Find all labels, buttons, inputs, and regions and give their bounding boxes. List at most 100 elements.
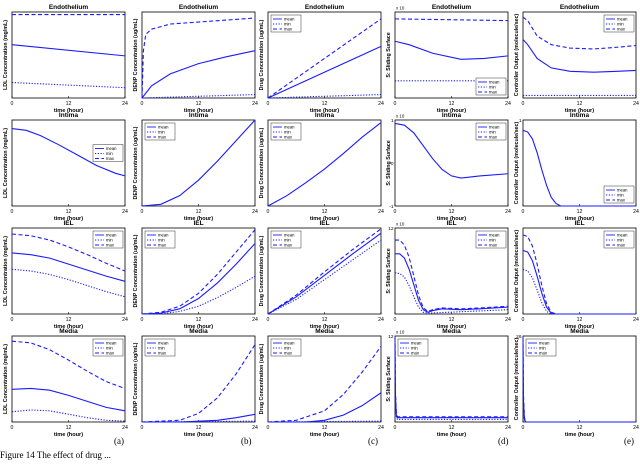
y-tick-label: 1 [519,118,522,124]
series-line-min [394,272,509,314]
panel-title: Intima [442,112,462,119]
series-line-mean [11,252,126,282]
legend-label-max: max [617,27,626,32]
x-tick-label: 0 [522,101,525,107]
x-tick-label: 0 [141,209,144,215]
y-tick-label: 26 [516,334,522,340]
x-tick-label: 24 [633,317,639,323]
x-axis-label: time (hour) [437,216,466,222]
y-tick-label: 12 [388,226,394,232]
axis-multiplier: x 10 [396,222,405,227]
x-tick-label: 0 [267,317,270,323]
x-tick-label: 0 [394,101,397,107]
x-tick-label: 0 [522,209,525,215]
x-tick-label: 12 [577,209,583,215]
legend-label-min: min [617,22,624,27]
series-line-min [522,391,636,423]
legend-label-mean: mean [284,341,295,346]
legend-label-mean: mean [284,125,295,130]
axis-multiplier: x 10 [396,6,405,11]
y-tick-label: 1 [391,118,394,124]
legend-label-min: min [284,22,291,27]
x-tick-label: 24 [505,209,511,215]
x-tick-label: 12 [66,425,72,431]
panel-title: Media [315,328,334,335]
x-axis-label: time (hour) [54,216,83,222]
series-line-min [267,94,382,99]
legend-label-max: max [411,351,420,356]
y-axis-label: Controller Output (molecule/sec) [514,338,520,421]
x-tick-label: 12 [449,209,455,215]
column-label-d: (d) [498,436,509,446]
x-tick-label: 24 [505,425,511,431]
x-tick-label: 12 [449,101,455,107]
x-tick-label: 24 [252,101,258,107]
series-line-max [11,233,126,272]
y-axis-label: Controller Output (molecule/sec) [514,230,520,313]
legend-label-mean: mean [106,233,117,238]
legend-label-mean: mean [617,17,628,22]
y-axis-label: DENP Concentration (ug/mL) [133,18,139,91]
legend-label-mean: mean [284,233,295,238]
series-line-max [267,228,382,315]
series-line-min [141,94,256,99]
x-tick-label: 24 [252,317,258,323]
legend-label-min: min [489,238,496,243]
series-line-min [11,81,126,89]
x-tick-label: 0 [267,101,270,107]
series-line-max [394,337,508,418]
figure-caption: Figure 14 The effect of drug ... [0,450,111,460]
legend-label-max: max [158,243,167,248]
x-tick-label: 12 [66,209,72,215]
series-line-max [141,229,256,315]
legend-label-mean: mean [106,146,117,151]
panel-title: Endothelium [432,4,472,11]
panel-title: Media [189,328,208,335]
series-line-mean [395,253,509,313]
legend-label-mean: mean [158,341,169,346]
legend-label-min: min [617,238,624,243]
legend-label-min: min [539,346,546,351]
series-line-max [522,16,637,50]
legend-label-max: max [284,351,293,356]
y-axis-label: S: Sliding Surface [386,140,392,185]
legend-label-max: max [158,135,167,140]
x-tick-label: 12 [196,317,202,323]
legend-label-min: min [106,238,113,243]
y-axis-label: S: Sliding Surface [386,32,392,77]
x-tick-label: 24 [378,425,384,431]
legend-label-max: max [284,243,293,248]
legend-label-mean: mean [617,188,628,193]
y-axis-label: DENP Concentration (ug/mL) [133,342,139,415]
x-tick-label: 24 [122,317,128,323]
column-label-a: (a) [114,436,124,446]
x-tick-label: 24 [122,101,128,107]
x-tick-label: 12 [196,101,202,107]
legend-label-min: min [284,238,291,243]
x-axis-label: time (hour) [184,216,213,222]
series-line-min [267,239,382,315]
legend-label-max: max [489,243,498,248]
panel-title: IEL [319,220,329,227]
y-axis-label: DENP Concentration (ug/mL) [133,126,139,199]
legend-label-mean: mean [284,17,295,22]
panel-title: Intima [59,112,79,119]
x-tick-label: 0 [141,101,144,107]
legend-label-max: max [489,90,498,95]
y-tick-label: 0 [391,161,394,167]
x-tick-label: 0 [141,317,144,323]
y-axis-label: LDL Concentration (mg/mL) [3,236,9,306]
panel-title: Media [570,328,589,335]
panel-title: Intima [570,112,590,119]
x-tick-label: 24 [378,101,384,107]
y-axis-label: S: Sliding Surface [386,356,392,401]
x-tick-label: 24 [378,209,384,215]
x-tick-label: 12 [577,317,583,323]
x-axis-label: time (hour) [184,432,213,438]
legend-label-min: min [158,130,165,135]
legend-label-min: min [284,130,291,135]
x-tick-label: 12 [66,317,72,323]
legend-label-max: max [106,156,115,161]
legend-label-mean: mean [106,341,117,346]
